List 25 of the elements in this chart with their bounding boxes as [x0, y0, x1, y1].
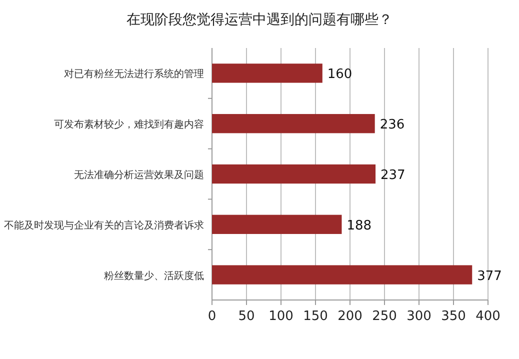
y-tick-label: 对已有粉丝无法进行系统的管理	[64, 68, 204, 80]
bar	[212, 64, 322, 83]
data-label: 236	[380, 118, 405, 133]
x-tick-label: 0	[208, 309, 216, 324]
bar	[212, 114, 375, 134]
data-label: 188	[346, 218, 372, 234]
data-label: 237	[380, 168, 406, 183]
bar	[212, 214, 342, 234]
bar	[212, 164, 376, 184]
chart-title: 在现阶段您觉得运营中遇到的问题有哪些？	[126, 12, 392, 28]
x-tick-label: 250	[372, 309, 397, 324]
x-tick-label: 400	[476, 309, 500, 324]
data-label: 377	[477, 268, 502, 284]
x-tick-label: 300	[406, 309, 432, 324]
x-tick-label: 150	[303, 309, 328, 324]
x-tick-label: 50	[238, 309, 255, 324]
x-tick-label: 350	[441, 309, 466, 324]
x-tick-label: 200	[338, 309, 362, 324]
y-tick-label: 无法准确分析运营效果及问题	[74, 169, 204, 181]
y-tick-label: 可发布素材较少，难找到有趣内容	[54, 118, 204, 131]
y-tick-label: 不能及时发现与企业有关的言论及消费者诉求	[4, 219, 204, 232]
data-label: 160	[327, 67, 352, 82]
bar	[212, 265, 472, 284]
y-tick-label: 粉丝数量少、活跃度低	[104, 270, 204, 282]
x-tick-label: 100	[268, 309, 294, 324]
